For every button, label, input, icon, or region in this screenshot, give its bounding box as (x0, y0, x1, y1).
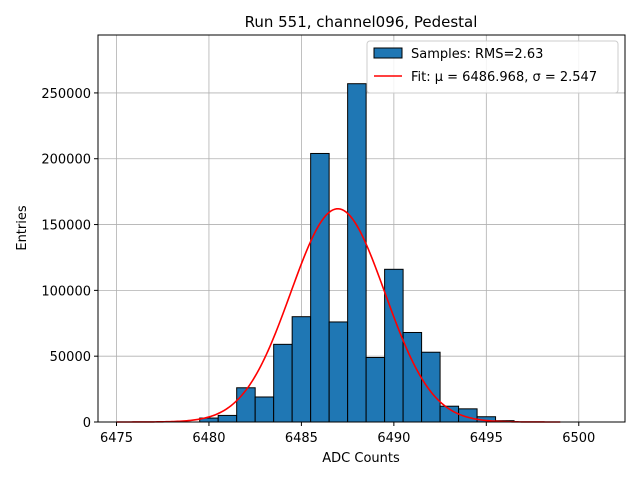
histogram-bar (236, 387, 256, 423)
histogram-bar (254, 396, 275, 423)
plot-frame (97, 34, 626, 423)
x-tick-label: 6500 (562, 431, 595, 446)
x-tick-label: 6475 (100, 431, 133, 446)
fit-curve (116, 207, 561, 423)
legend-box (366, 40, 619, 94)
y-tick-label: 0 (83, 416, 91, 431)
histogram-bar (310, 152, 330, 423)
x-axis-label: ADC Counts (322, 451, 400, 466)
histogram-bar (328, 321, 349, 423)
histogram-bar (365, 357, 386, 423)
y-tick-label: 50000 (50, 350, 91, 365)
histogram-bars (199, 83, 515, 423)
legend: Samples: RMS=2.63 Fit: μ = 6486.968, σ =… (366, 40, 619, 94)
legend-label-samples: Samples: RMS=2.63 (411, 47, 543, 62)
histogram-bar (384, 268, 404, 423)
chart-title: Run 551, channel096, Pedestal (245, 13, 478, 31)
y-tick-label: 200000 (41, 153, 91, 168)
y-tick-label: 100000 (41, 284, 91, 299)
y-axis-ticks: 0 50000 100000 150000 200000 250000 (41, 87, 98, 431)
histogram-bar (217, 414, 238, 423)
histogram-bar (273, 343, 293, 423)
legend-label-fit: Fit: μ = 6486.968, σ = 2.547 (411, 70, 597, 85)
legend-swatch-samples (373, 47, 403, 59)
x-axis-ticks: 6475 6480 6485 6490 6495 6500 (100, 422, 595, 446)
y-tick-label: 150000 (41, 219, 91, 234)
histogram-bar (291, 316, 312, 423)
x-tick-label: 6480 (192, 431, 225, 446)
x-tick-label: 6495 (470, 431, 503, 446)
histogram-bar (347, 83, 367, 423)
x-tick-label: 6490 (377, 431, 410, 446)
x-tick-label: 6485 (285, 431, 318, 446)
histogram-bar (421, 351, 441, 423)
y-axis-label: Entries (15, 205, 30, 251)
y-tick-label: 250000 (41, 87, 91, 102)
